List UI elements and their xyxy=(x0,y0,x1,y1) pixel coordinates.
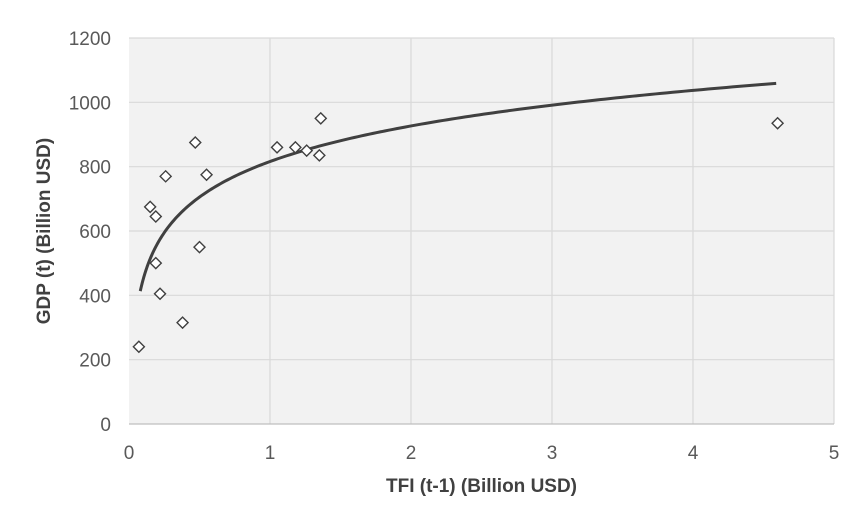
x-tick-label: 4 xyxy=(688,443,699,464)
y-tick-label: 800 xyxy=(79,158,111,179)
data-point xyxy=(312,148,326,162)
data-point xyxy=(771,116,785,130)
y-axis-title: GDP (t) (Billion USD) xyxy=(34,138,55,324)
x-tick-label: 2 xyxy=(406,443,417,464)
data-point xyxy=(188,136,202,150)
data-point xyxy=(149,256,163,270)
data-point xyxy=(270,140,284,154)
data-point xyxy=(200,168,214,182)
y-tick-label: 0 xyxy=(100,415,111,436)
y-tick-label: 200 xyxy=(79,351,111,372)
data-point xyxy=(149,210,163,224)
trendline xyxy=(138,81,777,292)
x-tick-label: 0 xyxy=(124,443,135,464)
x-tick-label: 5 xyxy=(829,443,840,464)
data-point xyxy=(153,287,167,301)
grid xyxy=(129,37,835,424)
x-axis-title: TFI (t-1) (Billion USD) xyxy=(386,476,577,497)
data-point xyxy=(176,316,190,330)
data-point xyxy=(193,240,206,254)
y-tick-label: 1000 xyxy=(69,93,111,114)
data-point xyxy=(159,169,173,183)
data-point xyxy=(300,144,314,158)
x-tick-label: 3 xyxy=(547,443,558,464)
x-tick-label: 1 xyxy=(265,443,276,464)
data-point xyxy=(288,140,302,154)
y-tick-label: 600 xyxy=(79,222,111,243)
y-tick-label: 400 xyxy=(79,286,111,307)
data-points xyxy=(132,111,785,354)
data-point xyxy=(132,340,146,354)
x-tick-labels: 0 1 2 3 4 5 xyxy=(124,443,840,464)
y-tick-label: 1200 xyxy=(69,29,111,50)
y-tick-labels: 0 200 400 600 800 1000 1200 xyxy=(69,29,111,436)
data-point xyxy=(143,200,157,214)
data-point xyxy=(314,111,328,125)
